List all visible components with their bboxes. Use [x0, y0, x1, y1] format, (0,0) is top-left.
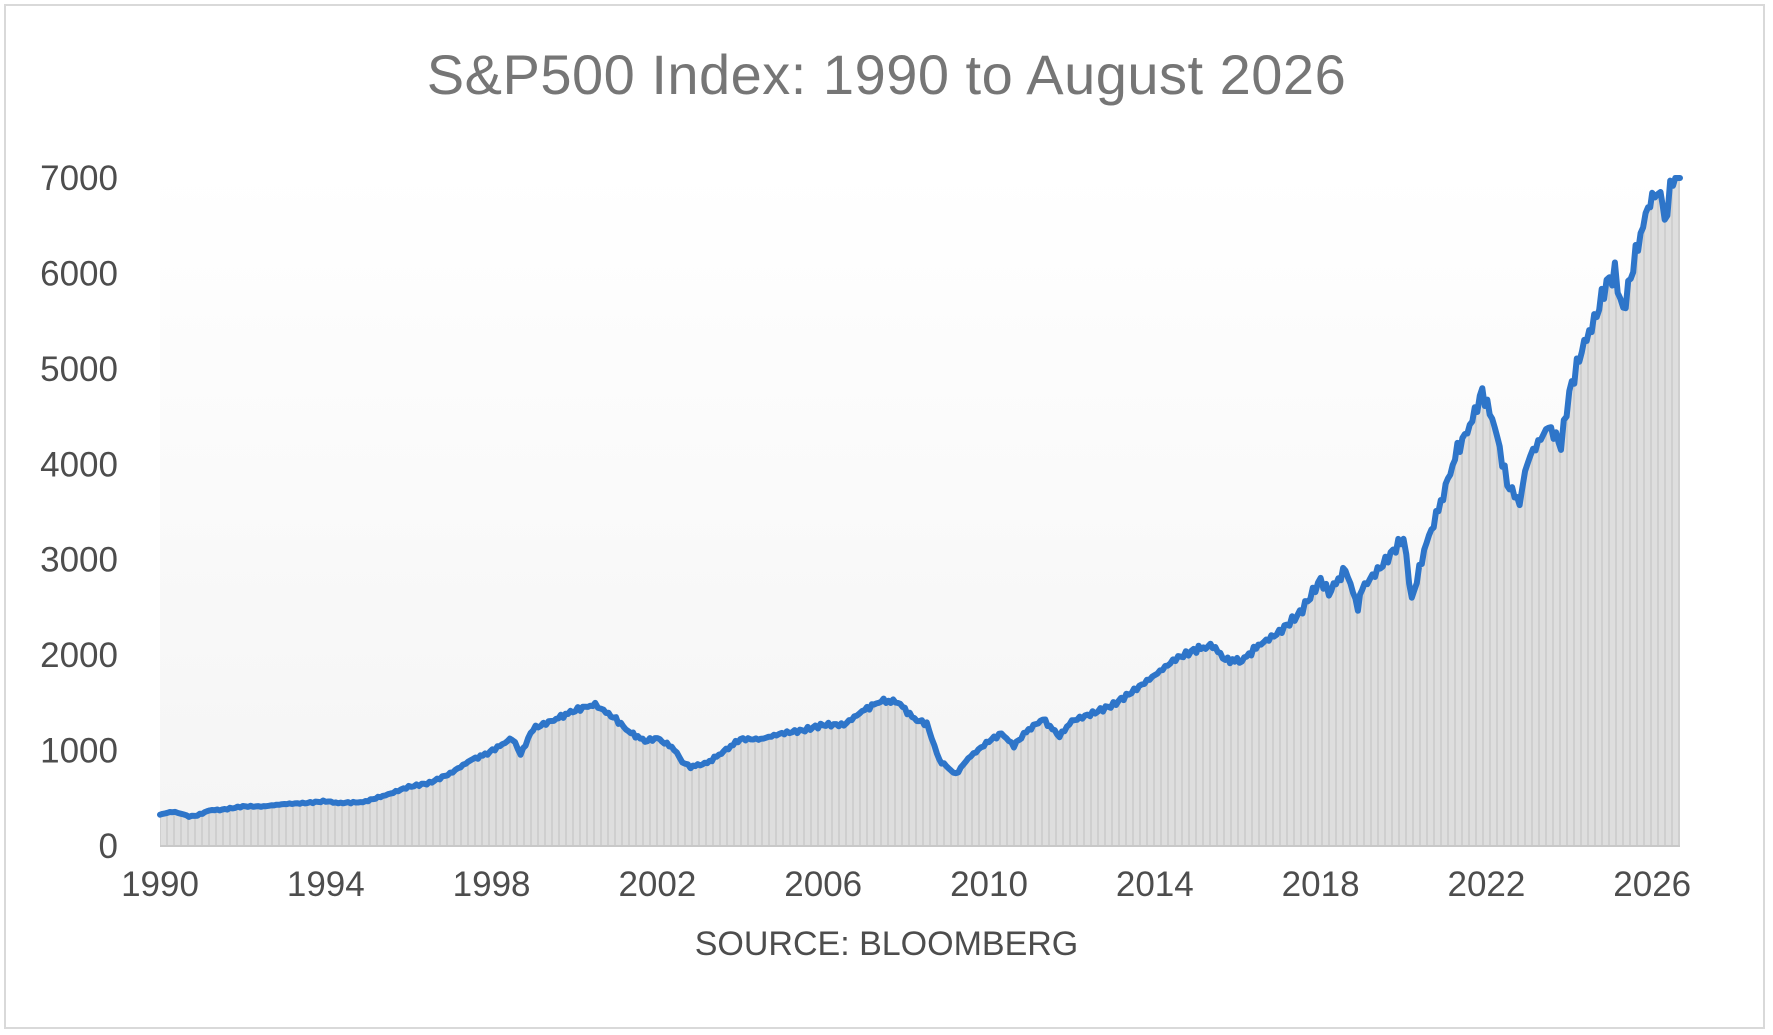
y-tick-label: 6000: [40, 254, 118, 293]
chart-title: S&P500 Index: 1990 to August 2026: [426, 43, 1347, 106]
x-tick-label: 1990: [121, 865, 199, 904]
y-tick-label: 7000: [40, 159, 118, 198]
x-tick-label: 2014: [1116, 865, 1194, 904]
y-tick-label: 0: [99, 827, 118, 866]
series-line: [157, 175, 1683, 820]
y-tick-label: 2000: [40, 636, 118, 675]
y-tick-label: 4000: [40, 445, 118, 484]
x-tick-label: 2010: [950, 865, 1028, 904]
x-tick-label: 2026: [1613, 865, 1691, 904]
y-tick-label: 3000: [40, 541, 118, 580]
x-tick-label: 1994: [287, 865, 365, 904]
y-tick-label: 5000: [40, 350, 118, 389]
x-tick-label: 1998: [453, 865, 531, 904]
x-tick-label: 2022: [1447, 865, 1525, 904]
series-area: [160, 178, 1680, 846]
source-annotation: SOURCE: BLOOMBERG: [694, 925, 1079, 963]
x-tick-label: 2018: [1282, 865, 1360, 904]
y-tick-label: 1000: [40, 732, 118, 771]
x-tick-label: 2006: [784, 865, 862, 904]
x-tick-label: 2002: [618, 865, 696, 904]
